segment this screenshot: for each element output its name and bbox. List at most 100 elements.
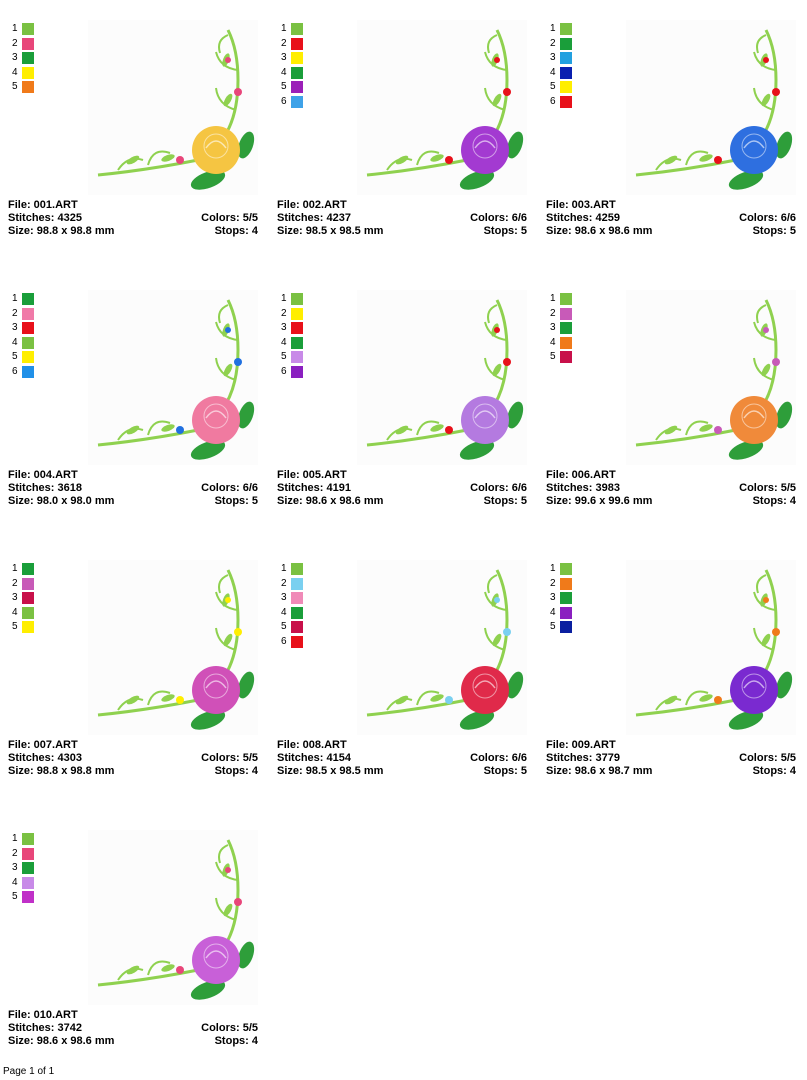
design-size: Size: 98.8 x 98.8 mm <box>8 765 115 777</box>
palette-number: 6 <box>12 365 18 377</box>
palette-number: 2 <box>281 307 287 319</box>
stitch-count: Stitches: 3742 <box>8 1022 82 1034</box>
palette-number: 4 <box>281 66 287 78</box>
design-preview[interactable] <box>88 20 258 195</box>
stop-count: Stops: 5 <box>214 495 258 507</box>
palette-number: 2 <box>281 37 287 49</box>
palette-entry: 5 <box>12 890 34 905</box>
color-swatch <box>291 351 303 364</box>
palette-number: 2 <box>550 37 556 49</box>
stop-count: Stops: 5 <box>483 495 527 507</box>
stitch-count: Stitches: 4259 <box>546 212 620 224</box>
palette-number: 1 <box>550 293 556 305</box>
embroidery-preview-image <box>97 839 255 1000</box>
palette-entry: 5 <box>281 80 303 95</box>
color-palette: 1 2 3 4 5 6 <box>281 292 303 379</box>
color-palette: 1 2 3 4 5 <box>12 562 34 635</box>
palette-number: 4 <box>12 66 18 78</box>
color-swatch <box>291 365 303 378</box>
design-card-002[interactable]: 1 2 3 4 5 6 <box>277 18 527 263</box>
palette-entry: 5 <box>281 620 303 635</box>
design-card-007[interactable]: 1 2 3 4 5 <box>8 558 258 803</box>
palette-number: 4 <box>550 66 556 78</box>
palette-entry: 2 <box>12 577 34 592</box>
color-swatch <box>22 52 34 65</box>
palette-entry: 3 <box>281 51 303 66</box>
color-count: Colors: 5/5 <box>739 752 796 764</box>
design-preview[interactable] <box>626 560 796 735</box>
color-swatch <box>560 577 572 590</box>
embroidery-preview-image <box>97 569 255 730</box>
color-swatch <box>560 621 572 634</box>
design-preview[interactable] <box>357 560 527 735</box>
design-preview[interactable] <box>357 20 527 195</box>
design-info: File: 010.ART Stitches: 3742 Colors: 5/5… <box>8 1009 258 1048</box>
color-swatch <box>291 563 303 576</box>
palette-number: 3 <box>281 592 287 604</box>
color-count: Colors: 6/6 <box>470 212 527 224</box>
file-name: File: 005.ART <box>277 469 347 481</box>
palette-entry: 4 <box>281 336 303 351</box>
design-size: Size: 98.6 x 98.7 mm <box>546 765 653 777</box>
design-size: Size: 98.6 x 98.6 mm <box>277 495 384 507</box>
color-swatch <box>22 621 34 634</box>
palette-number: 3 <box>12 592 18 604</box>
design-size: Size: 98.6 x 98.6 mm <box>546 225 653 237</box>
file-name: File: 009.ART <box>546 739 616 751</box>
design-card-005[interactable]: 1 2 3 4 5 6 <box>277 288 527 533</box>
design-info: File: 009.ART Stitches: 3779 Colors: 5/5… <box>546 739 796 778</box>
color-palette: 1 2 3 4 5 <box>550 562 572 635</box>
palette-number: 6 <box>281 365 287 377</box>
color-swatch <box>291 307 303 320</box>
design-card-009[interactable]: 1 2 3 4 5 <box>546 558 796 803</box>
color-swatch <box>22 592 34 605</box>
design-info: File: 008.ART Stitches: 4154 Colors: 6/6… <box>277 739 527 778</box>
color-swatch <box>560 336 572 349</box>
color-swatch <box>22 351 34 364</box>
palette-number: 1 <box>550 563 556 575</box>
design-card-010[interactable]: 1 2 3 4 5 <box>8 828 258 1073</box>
design-preview[interactable] <box>88 560 258 735</box>
palette-entry: 1 <box>550 292 572 307</box>
embroidery-preview-image <box>366 299 524 460</box>
color-swatch <box>291 635 303 648</box>
file-name: File: 001.ART <box>8 199 78 211</box>
palette-number: 2 <box>12 307 18 319</box>
palette-number: 5 <box>281 81 287 93</box>
stop-count: Stops: 5 <box>483 225 527 237</box>
palette-entry: 2 <box>550 577 572 592</box>
palette-number: 3 <box>281 52 287 64</box>
design-preview[interactable] <box>357 290 527 465</box>
palette-entry: 2 <box>550 307 572 322</box>
design-card-006[interactable]: 1 2 3 4 5 <box>546 288 796 533</box>
color-count: Colors: 6/6 <box>470 482 527 494</box>
file-name: File: 006.ART <box>546 469 616 481</box>
color-swatch <box>291 577 303 590</box>
design-preview[interactable] <box>626 20 796 195</box>
design-card-008[interactable]: 1 2 3 4 5 6 <box>277 558 527 803</box>
design-card-001[interactable]: 1 2 3 4 5 <box>8 18 258 263</box>
palette-entry: 5 <box>281 350 303 365</box>
file-name: File: 008.ART <box>277 739 347 751</box>
stitch-count: Stitches: 4325 <box>8 212 82 224</box>
palette-entry: 6 <box>281 365 303 380</box>
stop-count: Stops: 4 <box>214 765 258 777</box>
stitch-count: Stitches: 4154 <box>277 752 351 764</box>
palette-number: 3 <box>281 322 287 334</box>
design-card-004[interactable]: 1 2 3 4 5 6 <box>8 288 258 533</box>
palette-entry: 4 <box>550 66 572 81</box>
design-preview[interactable] <box>88 290 258 465</box>
palette-entry: 4 <box>12 336 34 351</box>
color-swatch <box>560 23 572 36</box>
design-card-003[interactable]: 1 2 3 4 5 6 <box>546 18 796 263</box>
color-swatch <box>560 307 572 320</box>
palette-entry: 4 <box>12 876 34 891</box>
palette-entry: 4 <box>550 336 572 351</box>
palette-number: 2 <box>281 577 287 589</box>
design-preview[interactable] <box>626 290 796 465</box>
stop-count: Stops: 4 <box>752 765 796 777</box>
color-swatch <box>291 37 303 50</box>
palette-entry: 5 <box>550 620 572 635</box>
design-preview[interactable] <box>88 830 258 1005</box>
palette-number: 4 <box>550 336 556 348</box>
